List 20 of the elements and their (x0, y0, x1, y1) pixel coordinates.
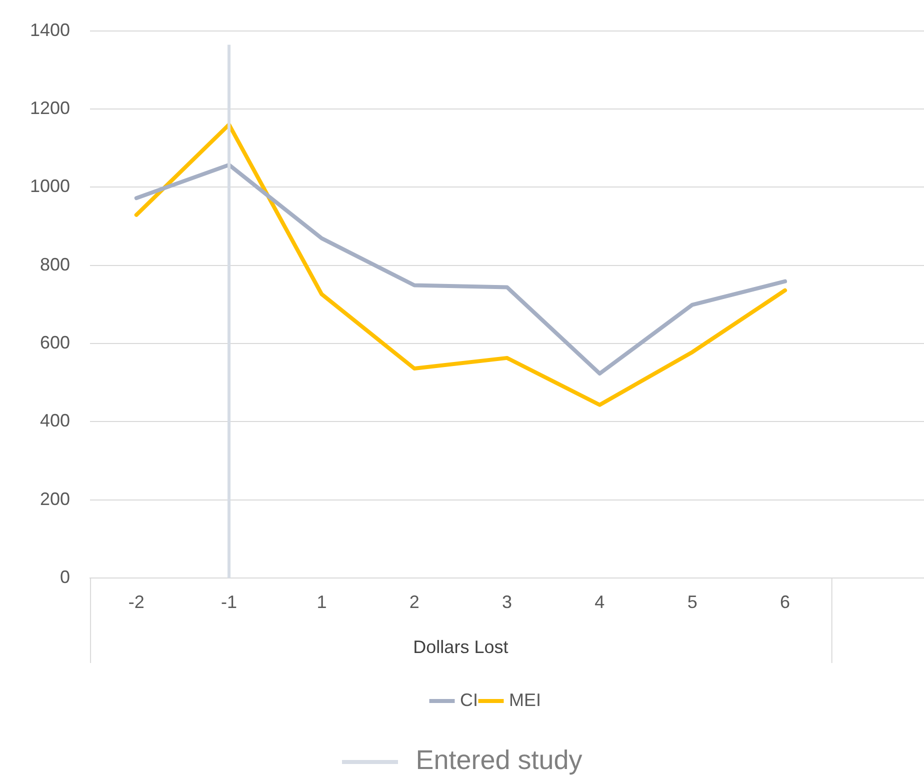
y-tick-label: 0 (60, 566, 70, 587)
x-tick-label: -2 (128, 592, 144, 612)
legend-label: MEI (509, 690, 542, 710)
x-tick-label: 2 (409, 592, 420, 612)
x-tick-label: 3 (502, 592, 512, 612)
y-tick-label: 1400 (30, 20, 70, 40)
legend-label: Entered study (416, 745, 582, 775)
x-tick-label: 1 (316, 592, 327, 612)
legend-label: CI (460, 690, 478, 710)
y-tick-label: 600 (40, 332, 70, 352)
y-tick-label: 1000 (30, 176, 70, 196)
x-tick-label: -1 (221, 592, 238, 612)
x-tick-label: 4 (594, 592, 605, 612)
y-tick-label: 400 (40, 410, 70, 431)
x-axis-title: Dollars Lost (413, 636, 508, 657)
y-tick-label: 800 (40, 254, 70, 274)
y-tick-label: 200 (40, 488, 70, 509)
x-tick-label: 6 (780, 592, 790, 612)
y-tick-label: 1200 (30, 98, 70, 118)
x-tick-label: 5 (687, 592, 698, 612)
